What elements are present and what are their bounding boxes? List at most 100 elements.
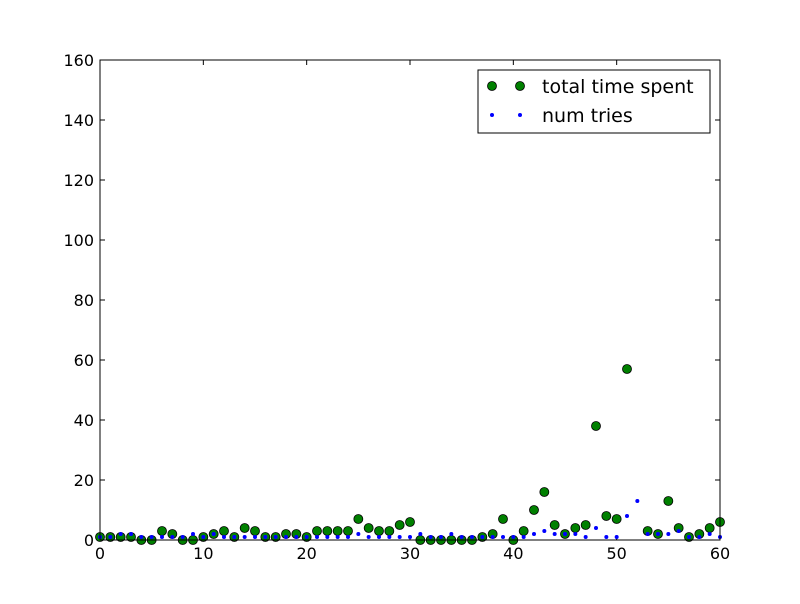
point-num-tries <box>625 514 629 518</box>
point-num-tries <box>211 532 216 536</box>
point-num-tries <box>294 535 299 539</box>
legend-box <box>477 69 711 134</box>
point-num-tries <box>232 535 237 539</box>
point-total-time-spent <box>239 523 250 533</box>
point-num-tries <box>139 535 144 539</box>
point-total-time-spent <box>363 523 374 533</box>
legend-marker-total-time-spent <box>515 81 525 91</box>
point-num-tries <box>470 535 474 539</box>
point-num-tries <box>273 535 278 539</box>
point-total-time-spent <box>529 505 539 515</box>
point-total-time-spent <box>580 520 591 530</box>
point-num-tries <box>573 532 578 536</box>
point-num-tries <box>304 535 309 539</box>
series-total-time-spent <box>95 364 725 545</box>
point-num-tries <box>377 535 381 539</box>
y-tick-label: 80 <box>74 291 94 310</box>
point-num-tries <box>563 532 567 536</box>
point-total-time-spent <box>663 496 674 506</box>
point-num-tries <box>129 532 133 536</box>
point-num-tries <box>521 535 526 539</box>
y-tick-label: 140 <box>63 111 94 130</box>
point-num-tries <box>263 535 268 539</box>
x-tick-label: 20 <box>296 544 316 563</box>
series-num-tries <box>98 499 722 539</box>
point-num-tries <box>490 535 495 539</box>
point-num-tries <box>542 529 547 533</box>
point-num-tries <box>676 529 681 533</box>
point-total-time-spent <box>704 523 715 533</box>
plot-frame <box>99 59 721 541</box>
x-tick-label: 0 <box>95 544 105 563</box>
point-num-tries <box>687 535 691 539</box>
point-num-tries <box>594 526 598 530</box>
point-num-tries <box>397 535 402 539</box>
point-total-time-spent <box>219 526 229 536</box>
point-num-tries <box>325 535 330 539</box>
point-total-time-spent <box>353 514 364 524</box>
point-num-tries <box>459 535 464 539</box>
x-tick-label: 40 <box>503 544 523 563</box>
point-num-tries <box>180 535 185 539</box>
point-num-tries <box>356 532 361 536</box>
point-num-tries <box>222 535 226 539</box>
point-num-tries <box>366 535 371 539</box>
legend-label: num tries <box>542 105 633 127</box>
point-num-tries <box>511 535 516 539</box>
point-num-tries <box>480 535 485 539</box>
y-tick-label: 0 <box>84 531 94 550</box>
point-num-tries <box>666 532 671 536</box>
point-total-time-spent <box>570 523 581 533</box>
y-tick-label: 160 <box>63 51 94 70</box>
y-tick-label: 100 <box>63 231 94 250</box>
x-tick-label: 50 <box>606 544 626 563</box>
point-total-time-spent <box>157 526 167 536</box>
x-tick-label: 60 <box>710 544 730 563</box>
point-total-time-spent <box>384 526 395 536</box>
point-num-tries <box>532 532 536 536</box>
point-num-tries <box>315 535 319 539</box>
marks-layer <box>95 364 725 545</box>
point-total-time-spent <box>622 364 632 374</box>
point-total-time-spent <box>498 514 508 524</box>
point-total-time-spent <box>611 514 622 524</box>
point-num-tries <box>253 535 257 539</box>
legend-marker-total-time-spent <box>487 81 497 91</box>
point-total-time-spent <box>322 526 333 536</box>
point-num-tries <box>697 535 702 539</box>
point-num-tries <box>170 535 175 539</box>
point-total-time-spent <box>601 511 612 521</box>
legend: total time spent num tries <box>477 69 711 134</box>
point-total-time-spent <box>405 517 415 527</box>
point-num-tries <box>191 532 195 536</box>
point-total-time-spent <box>374 526 384 536</box>
point-num-tries <box>635 499 640 503</box>
point-num-tries <box>408 535 412 539</box>
point-num-tries <box>387 535 392 539</box>
point-num-tries <box>242 535 247 539</box>
point-total-time-spent <box>518 526 529 536</box>
point-total-time-spent <box>343 526 353 536</box>
point-num-tries <box>552 532 557 536</box>
point-total-time-spent <box>549 520 560 530</box>
point-num-tries <box>335 535 340 539</box>
point-total-time-spent <box>312 526 322 536</box>
point-num-tries <box>707 532 712 536</box>
plot-area <box>100 60 720 540</box>
point-num-tries <box>645 532 650 536</box>
point-num-tries <box>501 535 505 539</box>
point-num-tries <box>149 535 154 539</box>
point-total-time-spent <box>539 487 550 497</box>
y-tick-label: 120 <box>63 171 94 190</box>
point-num-tries <box>418 532 423 536</box>
point-num-tries <box>284 535 288 539</box>
point-total-time-spent <box>250 526 260 536</box>
legend-marker-num-tries <box>518 113 522 117</box>
point-num-tries <box>428 535 433 539</box>
y-tick-label: 60 <box>74 351 94 370</box>
point-num-tries <box>118 532 123 536</box>
point-num-tries <box>201 535 206 539</box>
point-num-tries <box>449 532 454 536</box>
